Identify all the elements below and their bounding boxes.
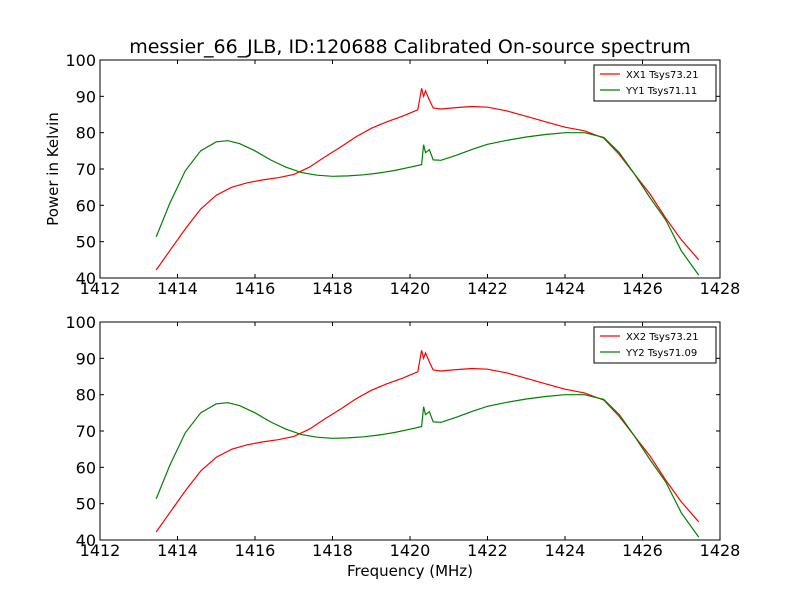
y-tick-label: 70	[76, 160, 96, 179]
y-tick-label: 60	[76, 196, 96, 215]
y-tick-label: 80	[76, 386, 96, 405]
legend: XX1 Tsys73.21 YY1 Tsys71.11	[593, 64, 717, 102]
y-tick-label: 90	[76, 349, 96, 368]
y-tick-label: 50	[76, 495, 96, 514]
series-line-xx2	[155, 350, 700, 533]
y-axis-label: Power in Kelvin	[44, 112, 62, 226]
x-tick-label: 1422	[467, 279, 508, 298]
top-spectrum-panel: 1412 1414 1416 1418 1420 1422 1424 1426 1428 40 50…	[65, 51, 740, 298]
bottom-spectrum-panel: 1412 1414 1416 1418 1420 1422 1424 1426 1428 40 50…	[65, 313, 740, 560]
x-tick-label: 1428	[700, 541, 741, 560]
x-tick-label: 1424	[545, 541, 586, 560]
y-tick-label: 40	[76, 269, 96, 288]
x-tick-label: 1414	[157, 279, 198, 298]
x-tick-label: 1414	[157, 541, 198, 560]
legend-label: XX2 Tsys73.21	[626, 332, 699, 343]
y-tick-label: 50	[76, 233, 96, 252]
y-tick-label: 80	[76, 124, 96, 143]
y-tick-label: 70	[76, 422, 96, 441]
x-tick-label: 1416	[235, 279, 276, 298]
y-tick-label: 100	[65, 51, 96, 70]
x-tick-label: 1428	[700, 279, 741, 298]
figure-title: messier_66_JLB, ID:120688 Calibrated On-…	[129, 36, 691, 58]
x-tick-label: 1412	[80, 279, 121, 298]
legend-label: XX1 Tsys73.21	[626, 70, 699, 81]
legend-label: YY2 Tsys71.09	[625, 348, 697, 359]
series-line-xx1	[155, 88, 700, 271]
series-line-yy2	[155, 394, 700, 538]
x-tick-label: 1418	[312, 279, 353, 298]
legend-label: YY1 Tsys71.11	[625, 86, 697, 97]
series-line-yy1	[155, 132, 700, 276]
y-tick-label: 60	[76, 458, 96, 477]
y-tick-label: 40	[76, 531, 96, 550]
x-tick-label: 1420	[390, 279, 431, 298]
legend: XX2 Tsys73.21 YY2 Tsys71.09	[593, 326, 717, 364]
x-tick-label: 1426	[622, 279, 663, 298]
legend-box	[593, 64, 717, 102]
x-tick-label: 1412	[80, 541, 121, 560]
x-tick-label: 1420	[390, 541, 431, 560]
x-tick-label: 1426	[622, 541, 663, 560]
x-tick-label: 1418	[312, 541, 353, 560]
x-tick-label: 1422	[467, 541, 508, 560]
y-tick-label: 90	[76, 87, 96, 106]
y-tick-label: 100	[65, 313, 96, 332]
x-tick-label: 1416	[235, 541, 276, 560]
x-axis-label: Frequency (MHz)	[347, 562, 473, 580]
x-tick-label: 1424	[545, 279, 586, 298]
legend-box	[593, 326, 717, 364]
